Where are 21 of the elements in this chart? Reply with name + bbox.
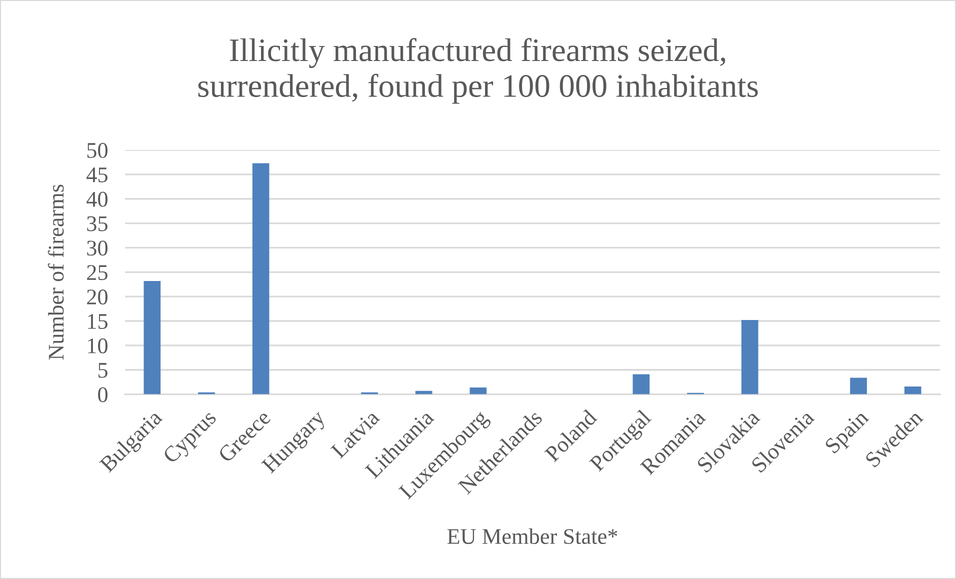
y-axis-title: Number of firearms <box>48 184 64 360</box>
bar <box>144 280 161 394</box>
bar <box>850 378 867 394</box>
y-tick-label: 40 <box>86 192 108 207</box>
y-tick-label: 25 <box>87 265 108 280</box>
y-tick-label: 50 <box>87 142 108 158</box>
bar <box>470 387 487 394</box>
y-tick-label: 5 <box>98 363 108 378</box>
y-tick-label: 20 <box>87 290 108 305</box>
bar <box>632 374 650 394</box>
chart-title: Illicitly manufactured firearms seized, surrendered, found per 100 000 inhabitants <box>198 38 758 104</box>
y-tick-label: 0 <box>98 387 108 402</box>
x-axis-title: EU Member State* <box>447 528 618 544</box>
y-tick-label: 15 <box>88 314 108 329</box>
bar <box>904 386 922 394</box>
y-tick-label: 30 <box>87 240 108 256</box>
y-tick-label: 45 <box>86 168 108 182</box>
y-tick-label: 35 <box>87 216 108 232</box>
bar <box>741 320 758 394</box>
y-tick-label: 10 <box>88 338 108 354</box>
bar <box>252 163 270 394</box>
